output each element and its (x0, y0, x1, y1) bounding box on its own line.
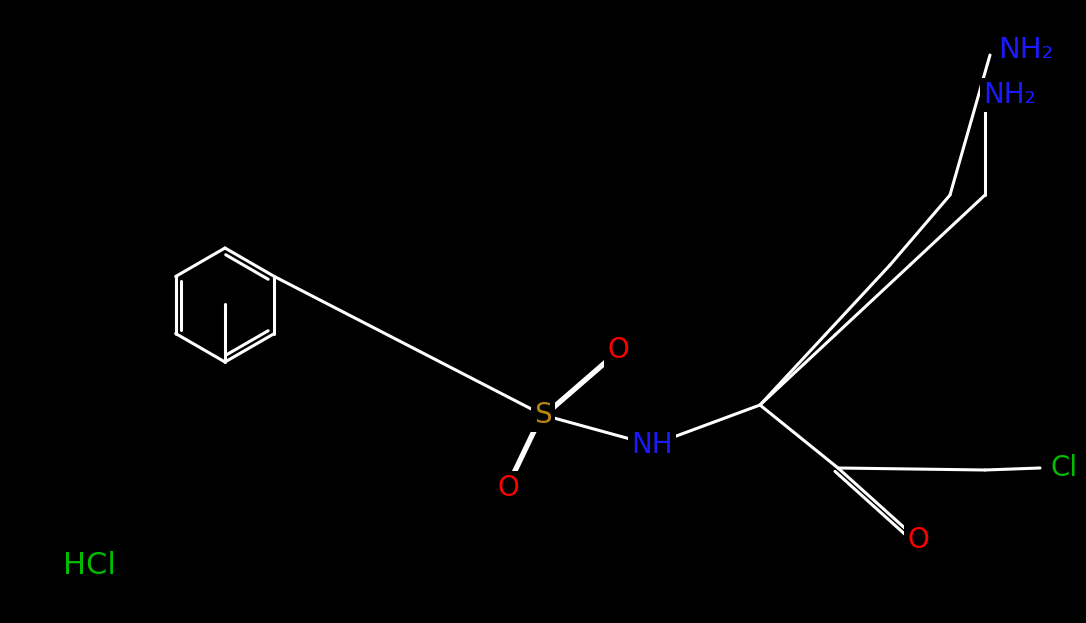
Text: HCl: HCl (63, 551, 116, 579)
Text: O: O (907, 526, 929, 554)
Text: O: O (607, 336, 629, 364)
Text: S: S (534, 401, 552, 429)
Text: NH₂: NH₂ (998, 36, 1053, 64)
Text: H: H (652, 433, 671, 457)
Text: O: O (497, 474, 519, 502)
Text: NH: NH (631, 431, 673, 459)
Text: NH₂: NH₂ (984, 81, 1036, 109)
Text: Cl: Cl (1050, 454, 1077, 482)
